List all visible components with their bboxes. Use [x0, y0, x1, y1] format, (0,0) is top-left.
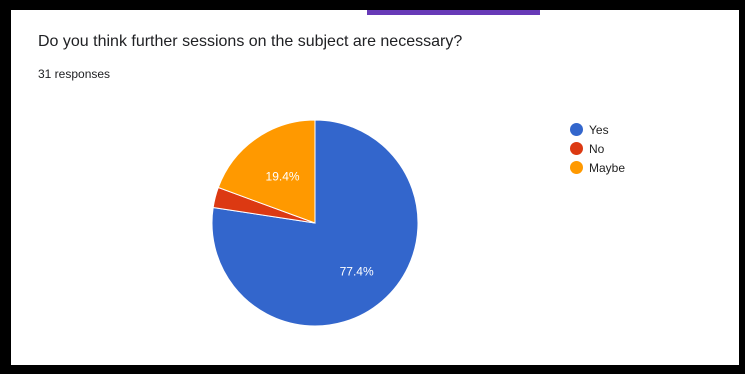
- response-summary-card: Do you think further sessions on the sub…: [11, 10, 739, 365]
- pie-slices: [211, 119, 419, 327]
- card-top-accent: [367, 10, 540, 15]
- legend-item-yes[interactable]: Yes: [570, 120, 625, 139]
- pie-slice-yes[interactable]: [211, 119, 419, 327]
- chart-legend: Yes No Maybe: [570, 120, 625, 177]
- question-title: Do you think further sessions on the sub…: [38, 33, 463, 50]
- response-count: 31 responses: [38, 67, 111, 81]
- slice-label-yes: 77.4%: [340, 264, 374, 278]
- legend-swatch-yes: [570, 123, 583, 136]
- legend-label-yes: Yes: [589, 122, 609, 137]
- legend-swatch-maybe: [570, 161, 583, 174]
- slice-label-maybe: 19.4%: [266, 170, 300, 184]
- pie-slice-labels: 77.4% 19.4%: [266, 170, 374, 279]
- pie-slice-maybe[interactable]: [217, 119, 316, 224]
- legend-item-maybe[interactable]: Maybe: [570, 158, 625, 177]
- legend-item-no[interactable]: No: [570, 139, 625, 158]
- legend-label-no: No: [589, 141, 605, 156]
- legend-swatch-no: [570, 142, 583, 155]
- pie-chart: 77.4% 19.4%: [211, 119, 419, 327]
- legend-label-maybe: Maybe: [589, 160, 626, 175]
